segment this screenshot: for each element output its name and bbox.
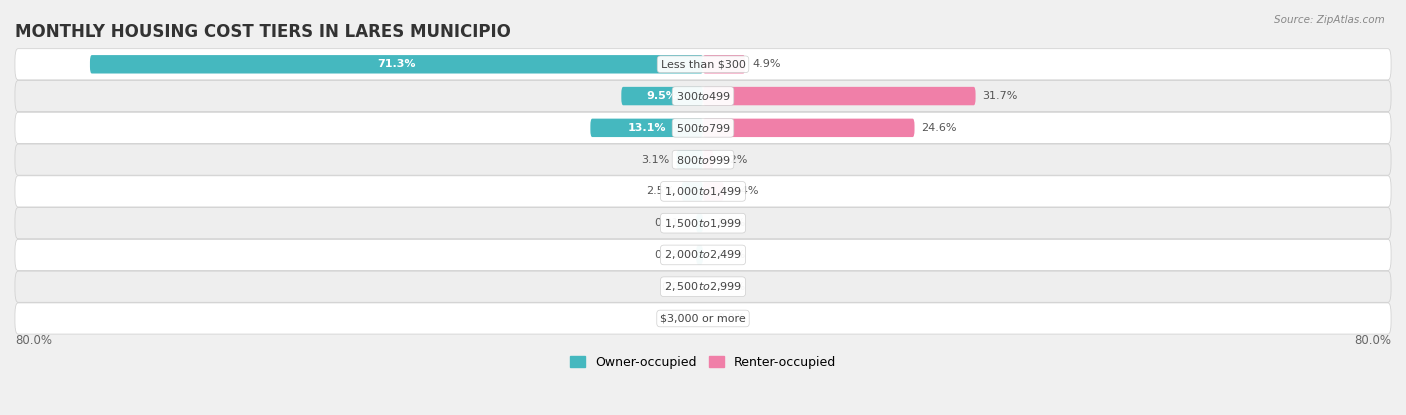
Text: 71.3%: 71.3% xyxy=(377,59,416,69)
Text: $3,000 or more: $3,000 or more xyxy=(661,313,745,323)
FancyBboxPatch shape xyxy=(703,182,724,200)
FancyBboxPatch shape xyxy=(696,214,703,232)
Text: 13.1%: 13.1% xyxy=(627,123,666,133)
FancyBboxPatch shape xyxy=(15,239,1391,271)
Text: 80.0%: 80.0% xyxy=(1354,334,1391,347)
FancyBboxPatch shape xyxy=(15,271,1391,302)
Text: $2,500 to $2,999: $2,500 to $2,999 xyxy=(664,280,742,293)
Text: 3.1%: 3.1% xyxy=(641,155,669,165)
Text: Source: ZipAtlas.com: Source: ZipAtlas.com xyxy=(1274,15,1385,24)
FancyBboxPatch shape xyxy=(621,87,703,105)
Text: 0.0%: 0.0% xyxy=(717,250,745,260)
FancyBboxPatch shape xyxy=(591,119,703,137)
FancyBboxPatch shape xyxy=(703,119,914,137)
FancyBboxPatch shape xyxy=(703,87,976,105)
Text: 80.0%: 80.0% xyxy=(15,334,52,347)
Text: 24.6%: 24.6% xyxy=(921,123,957,133)
Text: 31.7%: 31.7% xyxy=(983,91,1018,101)
FancyBboxPatch shape xyxy=(15,208,1391,239)
Text: 4.9%: 4.9% xyxy=(752,59,780,69)
Text: Less than $300: Less than $300 xyxy=(661,59,745,69)
FancyBboxPatch shape xyxy=(15,144,1391,175)
FancyBboxPatch shape xyxy=(15,49,1391,80)
FancyBboxPatch shape xyxy=(15,112,1391,144)
Text: 0.0%: 0.0% xyxy=(717,313,745,323)
Text: 0.31%: 0.31% xyxy=(654,218,689,228)
Text: $1,500 to $1,999: $1,500 to $1,999 xyxy=(664,217,742,229)
FancyBboxPatch shape xyxy=(90,55,703,73)
Text: 0.0%: 0.0% xyxy=(661,282,689,292)
Text: 0.0%: 0.0% xyxy=(717,282,745,292)
FancyBboxPatch shape xyxy=(15,81,1391,112)
Text: 0.0%: 0.0% xyxy=(717,218,745,228)
FancyBboxPatch shape xyxy=(15,303,1391,334)
FancyBboxPatch shape xyxy=(676,150,703,169)
Text: $500 to $799: $500 to $799 xyxy=(675,122,731,134)
Text: $300 to $499: $300 to $499 xyxy=(675,90,731,102)
Text: 0.0%: 0.0% xyxy=(661,313,689,323)
FancyBboxPatch shape xyxy=(15,176,1391,207)
Text: $800 to $999: $800 to $999 xyxy=(675,154,731,166)
FancyBboxPatch shape xyxy=(703,150,713,169)
Text: 2.5%: 2.5% xyxy=(647,186,675,196)
FancyBboxPatch shape xyxy=(682,182,703,200)
Text: 9.5%: 9.5% xyxy=(647,91,678,101)
Text: 1.2%: 1.2% xyxy=(720,155,748,165)
FancyBboxPatch shape xyxy=(703,55,745,73)
Text: MONTHLY HOUSING COST TIERS IN LARES MUNICIPIO: MONTHLY HOUSING COST TIERS IN LARES MUNI… xyxy=(15,23,510,42)
Text: $2,000 to $2,499: $2,000 to $2,499 xyxy=(664,249,742,261)
FancyBboxPatch shape xyxy=(696,246,703,264)
Text: 0.19%: 0.19% xyxy=(654,250,689,260)
Text: 2.4%: 2.4% xyxy=(731,186,759,196)
Legend: Owner-occupied, Renter-occupied: Owner-occupied, Renter-occupied xyxy=(565,351,841,374)
Text: $1,000 to $1,499: $1,000 to $1,499 xyxy=(664,185,742,198)
